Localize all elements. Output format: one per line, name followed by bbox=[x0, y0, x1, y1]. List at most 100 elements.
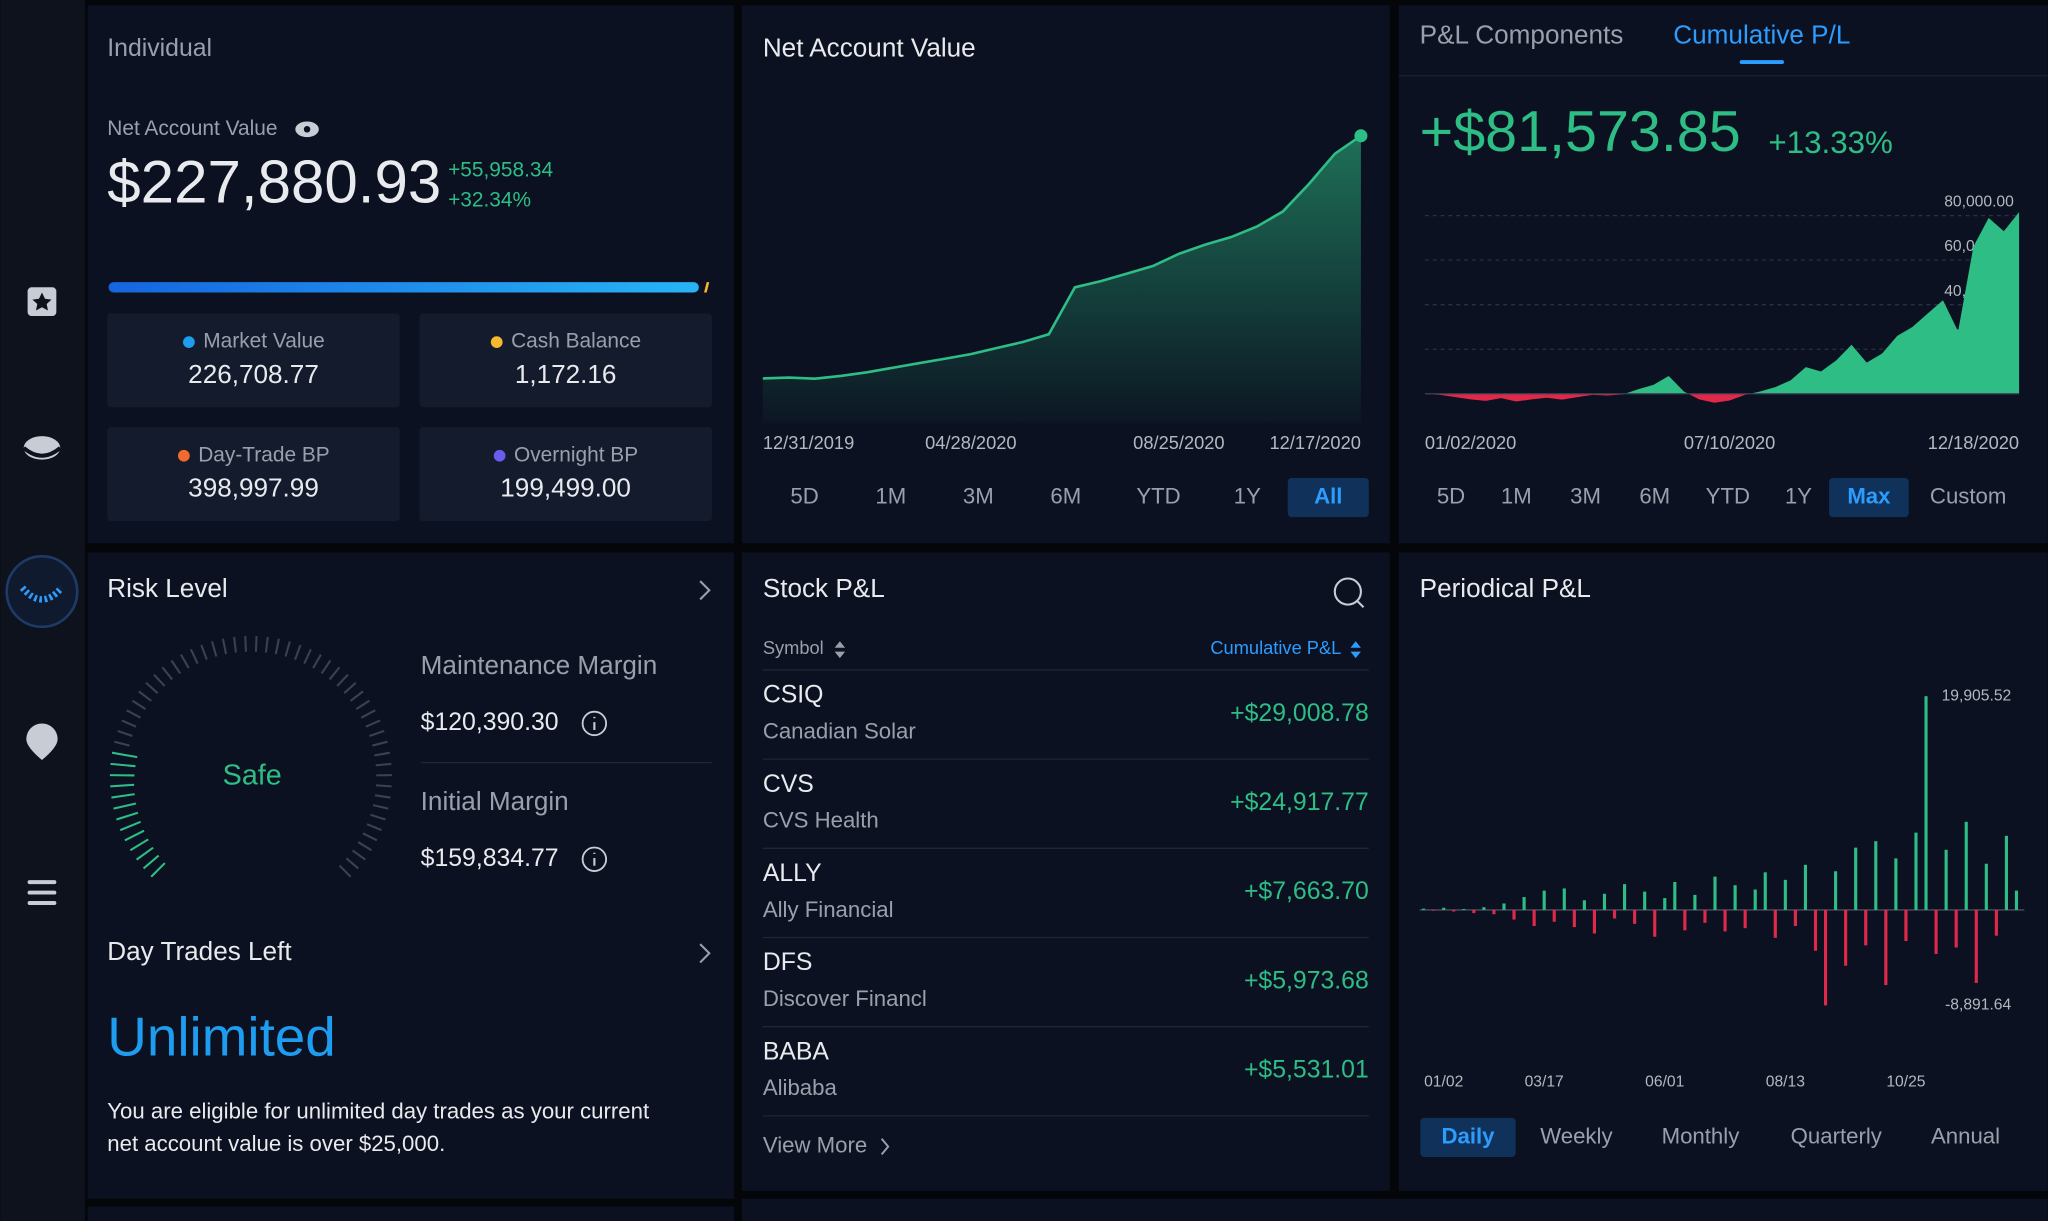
bar bbox=[1803, 864, 1808, 910]
range-option[interactable]: YTD bbox=[1706, 483, 1750, 508]
x-tick-label: 12/31/2019 bbox=[763, 432, 854, 453]
bar bbox=[1663, 898, 1667, 910]
sidebar-icons bbox=[5, 287, 79, 905]
range-option[interactable]: All bbox=[1314, 483, 1342, 508]
tile-value: 398,997.99 bbox=[188, 473, 319, 503]
range-option[interactable]: 1Y bbox=[1785, 483, 1812, 508]
bar bbox=[1532, 909, 1536, 927]
nav-line bbox=[762, 134, 1362, 381]
buying-power-bar bbox=[108, 282, 699, 293]
gauge-tick bbox=[343, 681, 357, 694]
periodical-panel bbox=[1398, 552, 2048, 1191]
gauge-tick bbox=[145, 681, 159, 694]
tile bbox=[419, 313, 712, 408]
sort-icon bbox=[1350, 641, 1361, 659]
pnl-panel bbox=[1398, 5, 2048, 544]
gauge-tick bbox=[119, 820, 141, 832]
panel-title: Stock P&L bbox=[763, 573, 885, 603]
gauge-tick bbox=[370, 813, 386, 821]
bar bbox=[1623, 884, 1627, 910]
gauge-tick bbox=[124, 829, 145, 842]
chevron[interactable] bbox=[699, 943, 711, 964]
pnl-tab[interactable]: P&L Components bbox=[1420, 19, 1624, 49]
bar bbox=[1633, 909, 1637, 924]
range-option[interactable]: Quarterly bbox=[1791, 1123, 1883, 1148]
info-icon[interactable] bbox=[581, 846, 608, 872]
menu-line[interactable] bbox=[27, 890, 57, 895]
range-option[interactable]: 1Y bbox=[1234, 483, 1261, 508]
tile-label: Cash Balance bbox=[511, 330, 641, 353]
range-option[interactable]: Max bbox=[1847, 483, 1891, 508]
gauge-tick bbox=[189, 648, 199, 664]
range-option[interactable]: Monthly bbox=[1662, 1123, 1741, 1148]
bar bbox=[1834, 871, 1838, 910]
gauge-tick bbox=[328, 666, 341, 681]
info-icon[interactable] bbox=[581, 710, 608, 737]
search-handle bbox=[1356, 599, 1365, 608]
gauge-tick bbox=[126, 709, 141, 719]
tile bbox=[419, 427, 712, 522]
range-option[interactable]: 6M bbox=[1639, 483, 1670, 508]
eye-pupil bbox=[303, 126, 311, 133]
risk-status: Safe bbox=[223, 760, 282, 792]
stock-pnl: +$5,973.68 bbox=[1244, 967, 1369, 994]
bar bbox=[1643, 891, 1647, 910]
bar bbox=[2014, 890, 2019, 910]
gauge-tick bbox=[142, 854, 160, 870]
menu-line[interactable] bbox=[27, 880, 57, 885]
day-trades-value: Unlimited bbox=[107, 1005, 336, 1067]
range-option[interactable]: Custom bbox=[1930, 483, 2006, 508]
column-header[interactable]: Cumulative P&L bbox=[1210, 637, 1341, 658]
x-tick-label: 03/17 bbox=[1525, 1074, 1564, 1091]
ring bbox=[22, 446, 62, 458]
range-option[interactable]: 1M bbox=[1501, 483, 1532, 508]
range-option[interactable]: 5D bbox=[1437, 483, 1465, 508]
range-active bbox=[1420, 1117, 1516, 1158]
menu-line[interactable] bbox=[27, 901, 57, 905]
column-header[interactable]: Symbol bbox=[763, 637, 824, 658]
tab-underline bbox=[1739, 60, 1785, 64]
gauge-tick bbox=[360, 709, 376, 719]
range-option[interactable]: YTD bbox=[1136, 483, 1180, 508]
nav-change: +55,958.34 bbox=[448, 159, 553, 182]
bar bbox=[1884, 909, 1888, 986]
bar bbox=[1612, 909, 1617, 919]
chevron[interactable] bbox=[699, 580, 711, 601]
x-tick-label: 06/01 bbox=[1645, 1074, 1684, 1091]
account-icon[interactable] bbox=[5, 555, 79, 629]
bar bbox=[1864, 909, 1868, 946]
y-tick-label: -8,891.64 bbox=[1945, 997, 2011, 1014]
symbol: BABA bbox=[763, 1038, 830, 1065]
x-tick-label: 12/18/2020 bbox=[1928, 432, 2019, 453]
note-line: You are eligible for unlimited day trade… bbox=[107, 1098, 649, 1123]
gauge-tick bbox=[357, 841, 373, 852]
range-option[interactable]: 1M bbox=[875, 483, 906, 508]
community-icon[interactable] bbox=[26, 723, 58, 761]
gauge-tick bbox=[303, 648, 312, 664]
range-option[interactable]: 5D bbox=[790, 483, 818, 508]
range-option[interactable]: 3M bbox=[963, 483, 994, 508]
gauge-tick bbox=[274, 638, 280, 655]
pnl-tab[interactable]: Cumulative P/L bbox=[1673, 19, 1850, 49]
gauge-tick bbox=[121, 719, 137, 728]
bar bbox=[1512, 909, 1516, 920]
range-option[interactable]: Weekly bbox=[1540, 1123, 1613, 1148]
range-option[interactable]: Annual bbox=[1931, 1123, 2000, 1148]
bar bbox=[1783, 879, 1787, 910]
margin-label: Maintenance Margin bbox=[421, 650, 658, 680]
range-option[interactable]: 6M bbox=[1050, 483, 1081, 508]
bar bbox=[1914, 832, 1918, 910]
range-option[interactable]: Daily bbox=[1441, 1123, 1495, 1148]
bar bbox=[1502, 903, 1506, 910]
gauge-tick bbox=[135, 846, 154, 861]
bar bbox=[1793, 909, 1797, 927]
range-option[interactable]: 3M bbox=[1570, 483, 1601, 508]
bar bbox=[1542, 890, 1546, 910]
chart-title: Net Account Value bbox=[763, 33, 976, 63]
view-more[interactable]: View More bbox=[763, 1132, 867, 1157]
bar bbox=[1994, 909, 1998, 936]
x-tick-label: 08/13 bbox=[1766, 1074, 1805, 1091]
search-icon[interactable] bbox=[1333, 577, 1362, 606]
stock-pnl: +$7,663.70 bbox=[1244, 878, 1369, 905]
account-name: Individual bbox=[107, 35, 212, 62]
